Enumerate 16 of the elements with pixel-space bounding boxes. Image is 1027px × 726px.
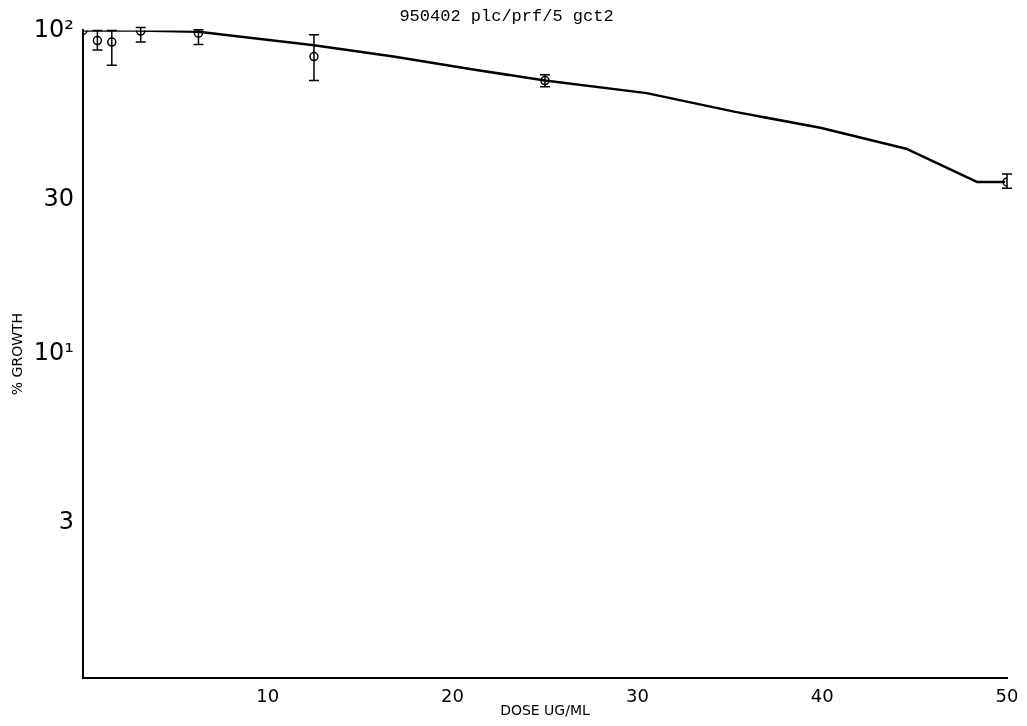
point (193, 30, 204, 38)
x-tick-label: 30 (625, 685, 649, 707)
y-tick-label: 10¹ (33, 338, 74, 367)
y-tick-label: 10² (33, 14, 74, 43)
x-tick-label: 50 (995, 685, 1019, 707)
y-axis-title: % GROWTH (9, 312, 26, 396)
point (107, 37, 117, 47)
x-axis-title: DOSE UG/ML (500, 702, 591, 719)
chart-title: 950402 plc/prf/5 gct2 (399, 6, 614, 26)
y-tick-label: 3 (58, 507, 74, 536)
point (92, 35, 103, 46)
x-tick-label: 40 (810, 685, 834, 707)
point (309, 51, 319, 62)
x-tick-label: 20 (441, 685, 465, 707)
x-tick-label: 10 (256, 685, 280, 707)
y-tick-label: 30 (43, 183, 74, 212)
